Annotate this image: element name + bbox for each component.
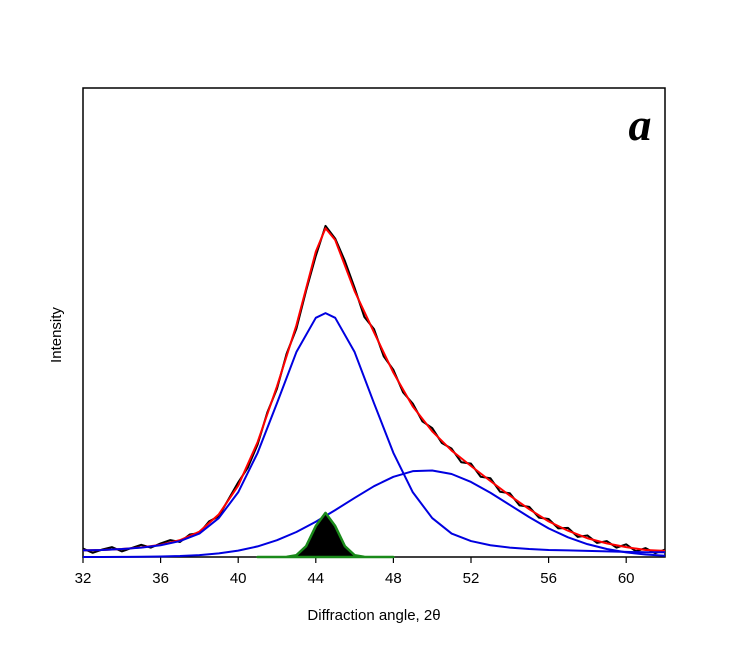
x-tick-label: 56 (540, 570, 557, 587)
x-tick-label: 52 (463, 570, 480, 587)
line (82, 312, 665, 554)
x-axis-label: Diffraction angle, 2θ (307, 607, 440, 624)
x-tick-label: 36 (152, 570, 169, 587)
area (256, 511, 395, 559)
line (82, 224, 666, 555)
x-tick-label: 44 (307, 570, 324, 587)
x-tick-label: 60 (618, 570, 635, 587)
x-tick-label: 32 (75, 570, 92, 587)
panel-label: a (629, 99, 652, 150)
line (82, 469, 666, 558)
line (82, 227, 666, 552)
x-tick-label: 48 (385, 570, 402, 587)
x-tick-label: 40 (230, 570, 247, 587)
y-axis-label: Intensity (48, 307, 65, 363)
